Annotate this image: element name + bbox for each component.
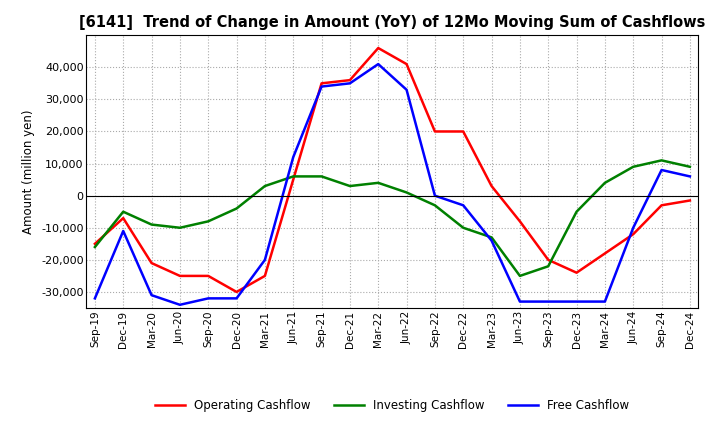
Investing Cashflow	[402, 190, 411, 195]
Free Cashflow	[176, 302, 184, 308]
Investing Cashflow	[572, 209, 581, 214]
Investing Cashflow	[233, 206, 241, 211]
Free Cashflow	[119, 228, 127, 234]
Investing Cashflow	[487, 235, 496, 240]
Investing Cashflow	[318, 174, 326, 179]
Free Cashflow	[685, 174, 694, 179]
Free Cashflow	[261, 257, 269, 263]
Title: [6141]  Trend of Change in Amount (YoY) of 12Mo Moving Sum of Cashflows: [6141] Trend of Change in Amount (YoY) o…	[79, 15, 706, 30]
Operating Cashflow	[600, 251, 609, 256]
Free Cashflow	[402, 87, 411, 92]
Free Cashflow	[516, 299, 524, 304]
Operating Cashflow	[572, 270, 581, 275]
Investing Cashflow	[600, 180, 609, 186]
Free Cashflow	[487, 238, 496, 243]
Legend: Operating Cashflow, Investing Cashflow, Free Cashflow: Operating Cashflow, Investing Cashflow, …	[150, 394, 634, 417]
Operating Cashflow	[657, 203, 666, 208]
Investing Cashflow	[685, 164, 694, 169]
Y-axis label: Amount (million yen): Amount (million yen)	[22, 110, 35, 234]
Free Cashflow	[374, 62, 382, 67]
Operating Cashflow	[346, 77, 354, 83]
Operating Cashflow	[261, 273, 269, 279]
Investing Cashflow	[459, 225, 467, 231]
Free Cashflow	[148, 293, 156, 298]
Operating Cashflow	[318, 81, 326, 86]
Operating Cashflow	[176, 273, 184, 279]
Investing Cashflow	[374, 180, 382, 186]
Free Cashflow	[289, 154, 297, 160]
Investing Cashflow	[431, 203, 439, 208]
Free Cashflow	[629, 225, 637, 231]
Operating Cashflow	[516, 219, 524, 224]
Free Cashflow	[657, 167, 666, 172]
Operating Cashflow	[402, 62, 411, 67]
Free Cashflow	[91, 296, 99, 301]
Investing Cashflow	[119, 209, 127, 214]
Operating Cashflow	[629, 231, 637, 237]
Investing Cashflow	[516, 273, 524, 279]
Operating Cashflow	[233, 290, 241, 295]
Line: Investing Cashflow: Investing Cashflow	[95, 160, 690, 276]
Free Cashflow	[572, 299, 581, 304]
Investing Cashflow	[346, 183, 354, 189]
Operating Cashflow	[289, 177, 297, 182]
Free Cashflow	[204, 296, 212, 301]
Investing Cashflow	[148, 222, 156, 227]
Free Cashflow	[600, 299, 609, 304]
Free Cashflow	[544, 299, 552, 304]
Investing Cashflow	[629, 164, 637, 169]
Operating Cashflow	[91, 241, 99, 246]
Operating Cashflow	[148, 260, 156, 266]
Investing Cashflow	[544, 264, 552, 269]
Operating Cashflow	[459, 129, 467, 134]
Investing Cashflow	[261, 183, 269, 189]
Investing Cashflow	[657, 158, 666, 163]
Free Cashflow	[318, 84, 326, 89]
Line: Operating Cashflow: Operating Cashflow	[95, 48, 690, 292]
Operating Cashflow	[544, 257, 552, 263]
Line: Free Cashflow: Free Cashflow	[95, 64, 690, 305]
Operating Cashflow	[374, 45, 382, 51]
Operating Cashflow	[685, 198, 694, 203]
Free Cashflow	[459, 203, 467, 208]
Operating Cashflow	[487, 183, 496, 189]
Operating Cashflow	[431, 129, 439, 134]
Free Cashflow	[233, 296, 241, 301]
Investing Cashflow	[91, 244, 99, 249]
Free Cashflow	[431, 193, 439, 198]
Investing Cashflow	[176, 225, 184, 231]
Free Cashflow	[346, 81, 354, 86]
Operating Cashflow	[119, 216, 127, 221]
Operating Cashflow	[204, 273, 212, 279]
Investing Cashflow	[204, 219, 212, 224]
Investing Cashflow	[289, 174, 297, 179]
